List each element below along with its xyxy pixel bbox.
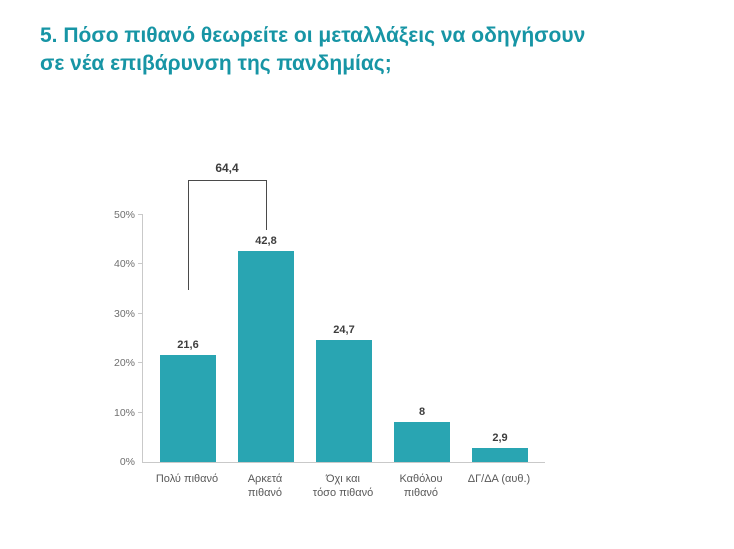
bracket-left-line bbox=[188, 180, 189, 290]
y-tick-mark bbox=[138, 411, 143, 413]
category-label: Πολύ πιθανό bbox=[155, 473, 219, 485]
bracket-annotation-label: 64,4 bbox=[215, 161, 239, 175]
bracket-right-line bbox=[266, 180, 267, 230]
y-tick-label: 40% bbox=[113, 258, 135, 271]
y-tick-label: 20% bbox=[113, 357, 135, 370]
category-label: Καθόλου πιθανό bbox=[399, 473, 443, 500]
bar-value-label: 8 bbox=[418, 406, 426, 418]
bar-value-label: 2,9 bbox=[492, 432, 508, 444]
bar-value-label: 24,7 bbox=[333, 324, 355, 336]
bar-value-label: 21,6 bbox=[177, 339, 199, 351]
category-label: Αρκετά πιθανό bbox=[247, 473, 283, 500]
y-tick-mark bbox=[138, 263, 143, 265]
bars-container: 21,6 42,8 24,7 8 2,9 bbox=[143, 215, 545, 462]
plot-area: 0% 10% 20% 30% 40% 50% 21,6 42,8 24,7 8 2,9 64,4 bbox=[114, 161, 545, 468]
bracket-top-line bbox=[188, 180, 266, 181]
y-tick-label: 10% bbox=[113, 406, 135, 419]
y-tick-mark bbox=[138, 312, 143, 314]
chart-title: 5. Πόσο πιθανό θεωρείτε οι μεταλλάξεις ν… bbox=[40, 24, 586, 75]
bar-value-label: 42,8 bbox=[255, 235, 277, 247]
bar-slot: 2,9 bbox=[461, 432, 539, 462]
bar-slot: 24,7 bbox=[305, 324, 383, 462]
y-tick-mark bbox=[138, 362, 143, 364]
y-tick-label: 0% bbox=[119, 456, 135, 468]
bar-slot: 42,8 bbox=[227, 235, 305, 462]
bar bbox=[238, 251, 294, 462]
bar bbox=[316, 340, 372, 462]
bar-slot: 21,6 bbox=[149, 339, 227, 462]
y-tick-label: 30% bbox=[113, 307, 135, 320]
bar bbox=[160, 355, 216, 462]
bar bbox=[472, 448, 528, 462]
bar-chart: 0% 10% 20% 30% 40% 50% 21,6 42,8 24,7 8 2,9 64,4 Πο… bbox=[114, 161, 545, 501]
x-axis-labels: Πολύ πιθανό Αρκετά πιθανό Όχι και τόσο πιθ… bbox=[142, 472, 545, 501]
category-label: ΔΓ/ΔΑ (αυθ.) bbox=[467, 473, 531, 485]
category-label: Όχι και τόσο πιθανό bbox=[312, 473, 374, 500]
y-tick-label: 50% bbox=[113, 209, 135, 221]
y-tick-mark bbox=[138, 214, 143, 215]
bar bbox=[394, 422, 450, 462]
bar-slot: 8 bbox=[383, 406, 461, 462]
